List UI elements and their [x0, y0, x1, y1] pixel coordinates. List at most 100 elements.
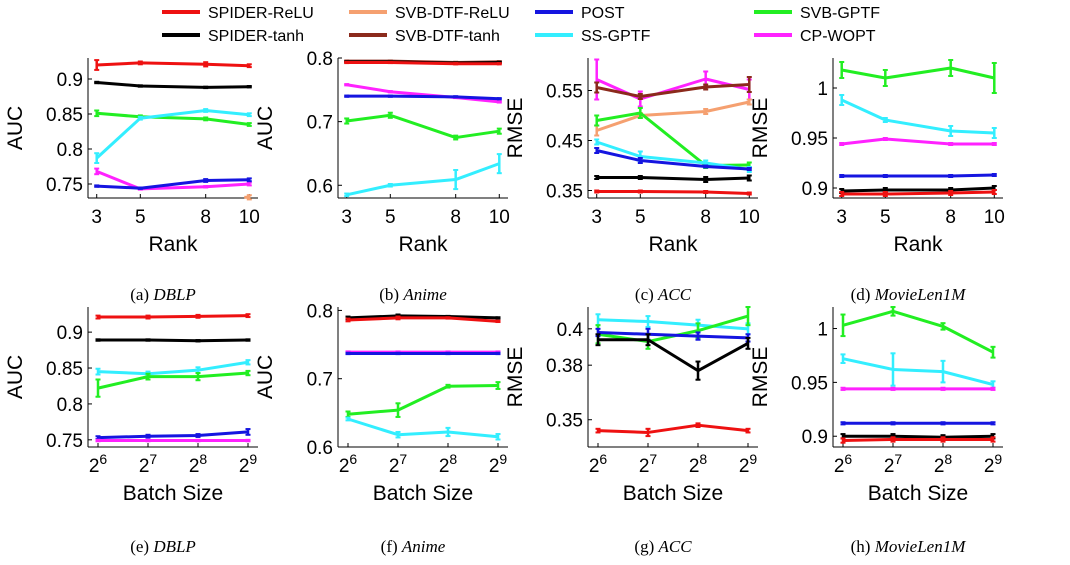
panel-caption: (b) Anime [379, 285, 447, 304]
x-tick-label: 28 [189, 451, 208, 477]
data-point [245, 313, 251, 319]
data-point [990, 386, 996, 391]
chart-panel-a: 0.75 0.8 0.85 0.9 3 5 8 10 Rank AUC (a) DBLP [4, 58, 260, 304]
data-point [246, 181, 252, 187]
data-point [95, 314, 101, 320]
x-tick-label: 3 [91, 207, 102, 228]
series-line [597, 423, 749, 434]
series-post [95, 428, 251, 441]
data-point [495, 433, 501, 441]
x-axis-label: Batch Size [123, 482, 223, 505]
x-tick-label: 8 [200, 207, 211, 228]
data-point [695, 331, 701, 341]
data-point [746, 98, 752, 106]
y-tick-label: 0.6 [307, 176, 333, 197]
series-ss-gptf [94, 108, 252, 164]
x-tick-label: 27 [139, 451, 158, 477]
data-point [890, 436, 896, 443]
data-point [203, 178, 209, 183]
data-point [594, 81, 600, 94]
y-tick-label: 0.9 [57, 323, 83, 344]
data-point [703, 164, 709, 169]
data-point [387, 90, 393, 94]
x-tick-label: 28 [439, 451, 458, 477]
data-point [890, 306, 896, 317]
chart-panel-c: 0.35 0.45 0.55 3 5 8 10 Rank RMSE (c) ACC [504, 58, 760, 304]
y-tick-label: 0.95 [791, 373, 828, 394]
series-spider-tanh [95, 338, 251, 343]
data-point [95, 338, 101, 342]
series-line [347, 314, 499, 320]
x-tick-label: 27 [639, 451, 658, 477]
legend-label: CP-WOPT [800, 28, 876, 45]
data-point [695, 360, 701, 381]
y-tick-label: 1 [817, 320, 828, 341]
series-line [841, 190, 995, 196]
legend-label: POST [581, 5, 625, 22]
data-point [940, 421, 946, 426]
y-axis-label: RMSE [504, 98, 527, 159]
data-point [495, 351, 501, 356]
x-tick-label: 27 [884, 451, 903, 477]
data-point [840, 313, 846, 338]
data-point [882, 191, 888, 197]
caption-prefix: (a) [130, 285, 149, 304]
legend-item: SS-GPTF [535, 28, 651, 45]
y-tick-label: 0.35 [546, 182, 583, 203]
x-tick-label: 29 [489, 451, 508, 477]
data-point [746, 76, 752, 93]
x-tick-label: 5 [135, 207, 146, 228]
legend-label: SVB-GPTF [800, 5, 880, 22]
data-point [594, 138, 600, 146]
data-point [95, 367, 101, 376]
data-point [991, 142, 997, 146]
data-point [840, 353, 846, 364]
x-tick-label: 28 [689, 451, 708, 477]
data-point [94, 167, 100, 176]
y-tick-label: 0.9 [802, 179, 828, 200]
data-point [990, 421, 996, 426]
y-tick-label: 0.95 [791, 129, 828, 150]
data-point [695, 422, 701, 428]
y-tick-label: 0.7 [307, 370, 333, 391]
caption-dataset: Anime [401, 537, 446, 556]
x-axis-label: Rank [893, 233, 943, 256]
data-point [839, 174, 845, 178]
legend-item: SVB-DTF-ReLU [349, 5, 510, 22]
data-point [246, 177, 252, 183]
data-point [890, 352, 896, 387]
data-point [940, 322, 946, 331]
caption-prefix: (b) [379, 285, 399, 304]
data-point [453, 95, 459, 99]
data-point [594, 175, 600, 180]
data-point [940, 436, 946, 443]
series-line [347, 316, 499, 323]
data-point [496, 153, 502, 175]
panel-caption: (c) ACC [635, 285, 692, 304]
series-line [596, 176, 750, 181]
data-point [345, 317, 351, 323]
series-line [97, 430, 249, 440]
y-tick-label: 0.45 [546, 132, 583, 153]
data-point [594, 189, 600, 194]
x-tick-label: 5 [635, 207, 646, 228]
data-point [94, 184, 100, 188]
x-tick-label: 3 [836, 207, 847, 228]
data-point [387, 183, 393, 188]
chart-panel-d: 0.9 0.95 1 3 5 8 10 Rank RMSE (d) MovieLen1M [749, 58, 1005, 304]
series-post [344, 94, 502, 101]
data-point [145, 314, 151, 320]
data-point [387, 94, 393, 98]
data-point [94, 80, 100, 85]
data-point [344, 94, 350, 98]
data-point [453, 169, 459, 191]
data-point [948, 142, 954, 146]
y-tick-label: 0.9 [802, 427, 828, 448]
legend-item: POST [535, 5, 625, 22]
series-line [97, 360, 249, 376]
data-point [387, 111, 393, 119]
series-post [840, 421, 996, 426]
data-point [246, 63, 252, 69]
series-spider-relu [94, 59, 252, 71]
data-point [95, 378, 101, 398]
